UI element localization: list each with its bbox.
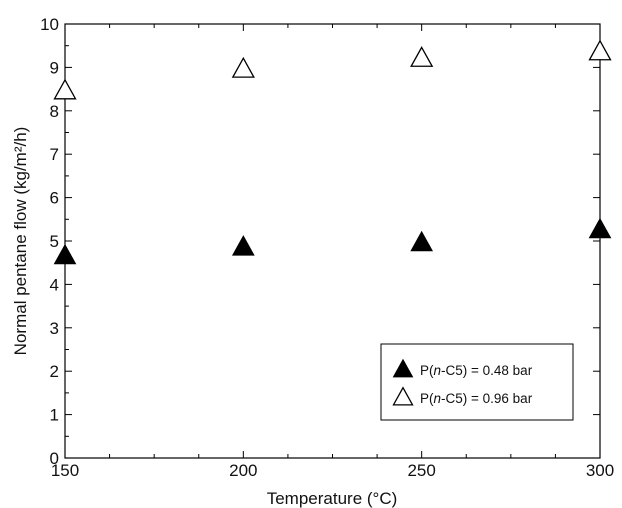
y-tick-label: 1 (50, 406, 59, 425)
x-tick-label: 250 (407, 461, 435, 480)
legend-box (380, 343, 574, 421)
y-tick-label: 3 (50, 319, 59, 338)
series-2-point (231, 56, 255, 78)
series-1-point (231, 235, 255, 256)
legend-marker-2 (392, 386, 414, 406)
y-tick-label: 7 (50, 145, 59, 164)
legend-label-1: P(n-C5) = 0.48 bar (420, 363, 533, 378)
legend-label-2: P(n-C5) = 0.96 bar (420, 391, 533, 406)
x-tick-label: 200 (229, 461, 257, 480)
series-2-point (410, 46, 434, 67)
x-axis: 150 200 250 300 (51, 24, 614, 480)
series-1-point (588, 217, 612, 239)
x-axis-title: Temperature (°C) (267, 489, 398, 508)
x-tick-label: 300 (586, 461, 614, 480)
x-tick-label: 150 (51, 461, 79, 480)
legend: P(n-C5) = 0.48 bar P(n-C5) = 0.96 bar (380, 343, 574, 421)
legend-marker-1 (392, 358, 414, 378)
legend-items: P(n-C5) = 0.48 bar P(n-C5) = 0.96 bar (392, 358, 533, 406)
series-1-point (53, 243, 77, 265)
y-axis: 0 1 2 3 4 5 6 7 8 9 10 (40, 15, 600, 468)
y-tick-label: 9 (50, 58, 59, 77)
y-tick-label: 0 (50, 449, 59, 468)
data-markers (53, 39, 612, 265)
y-tick-label: 6 (50, 189, 59, 208)
y-tick-label: 8 (50, 102, 59, 121)
y-tick-label: 2 (50, 362, 59, 381)
y-tick-label: 10 (40, 15, 59, 34)
y-axis-title: Normal pentane flow (kg/m²/h) (11, 127, 30, 356)
series-2-point (53, 78, 77, 100)
series-2-point (588, 39, 612, 61)
series-1-point (410, 230, 434, 252)
y-tick-label: 4 (50, 275, 59, 294)
y-tick-label: 5 (50, 232, 59, 251)
